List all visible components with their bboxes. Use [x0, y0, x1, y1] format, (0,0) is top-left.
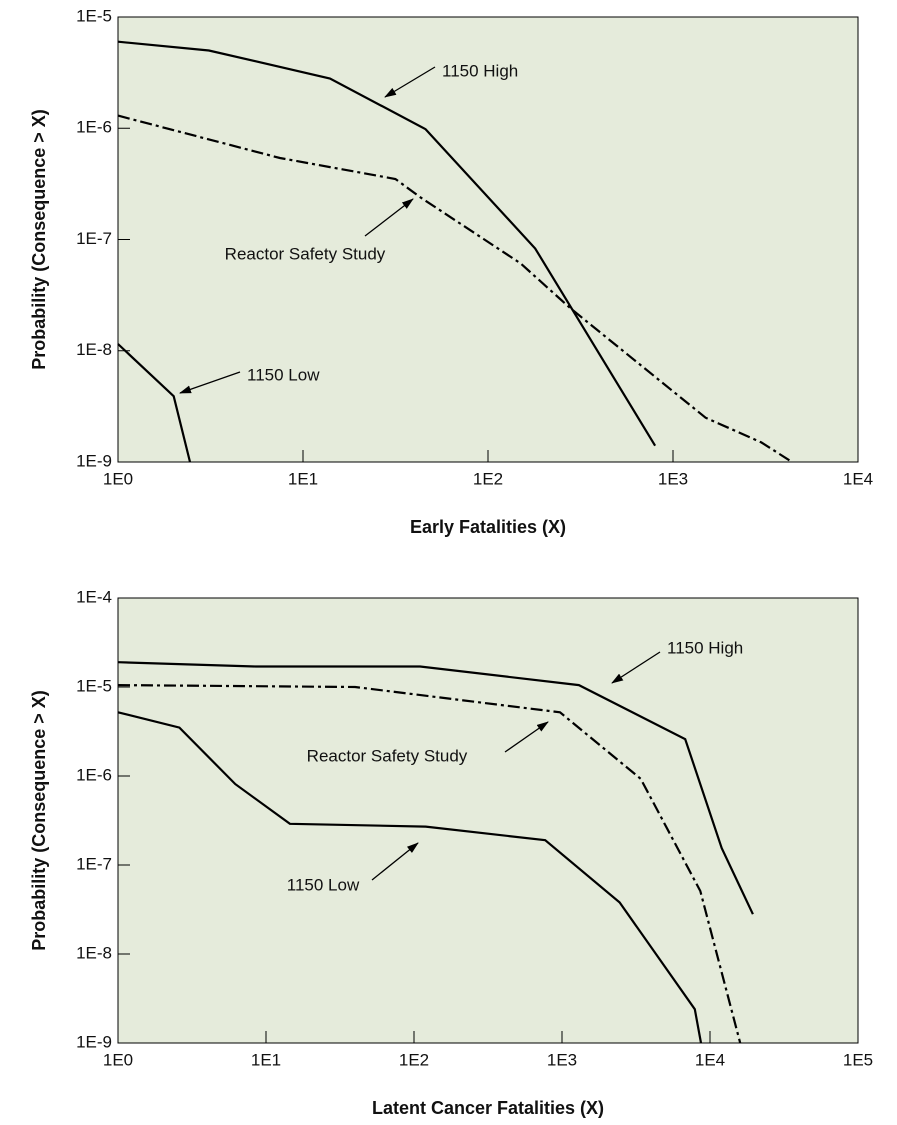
x-tick-label: 1E4: [695, 1050, 725, 1069]
y-tick-label: 1E-8: [76, 943, 112, 962]
y-tick-label: 1E-6: [76, 765, 112, 784]
x-tick-label: 1E2: [399, 1050, 429, 1069]
y-tick-label: 1E-7: [76, 854, 112, 873]
x-axis-label: Early Fatalities (X): [410, 517, 566, 537]
annotation-arrow: [384, 66, 436, 98]
x-tick-label: 1E3: [658, 469, 688, 488]
series-label: Reactor Safety Study: [307, 746, 468, 765]
annotation-arrow: [179, 371, 241, 394]
series-label: 1150 Low: [287, 875, 360, 894]
y-tick-label: 1E-5: [76, 676, 112, 695]
series-label: 1150 High: [667, 638, 743, 657]
series-line: [117, 684, 742, 1044]
series-label: Reactor Safety Study: [225, 244, 386, 263]
series-line: [117, 40, 657, 447]
y-axis-label: Probability (Consequence > X): [29, 109, 49, 370]
x-tick-label: 1E0: [103, 1050, 133, 1069]
x-tick-label: 1E1: [288, 469, 318, 488]
x-tick-label: 1E4: [843, 469, 873, 488]
x-tick-label: 1E5: [843, 1050, 873, 1069]
annotation-arrow: [504, 721, 549, 753]
series-label: 1150 High: [442, 61, 518, 80]
x-tick-label: 1E3: [547, 1050, 577, 1069]
series-line: [117, 114, 793, 463]
x-tick-label: 1E2: [473, 469, 503, 488]
y-tick-label: 1E-8: [76, 340, 112, 359]
y-tick-label: 1E-6: [76, 118, 112, 137]
y-axis-label: Probability (Consequence > X): [29, 690, 49, 951]
series-label: 1150 Low: [247, 365, 320, 384]
x-tick-label: 1E1: [251, 1050, 281, 1069]
annotation-arrow: [611, 651, 661, 684]
series-line: [117, 343, 192, 463]
annotation-arrow: [371, 842, 419, 881]
plot-area: [117, 16, 859, 463]
y-tick-label: 1E-4: [76, 587, 112, 606]
y-tick-label: 1E-7: [76, 229, 112, 248]
x-axis-label: Latent Cancer Fatalities (X): [372, 1098, 604, 1118]
y-tick-label: 1E-9: [76, 1032, 112, 1051]
y-tick-label: 1E-9: [76, 451, 112, 470]
y-tick-label: 1E-5: [76, 6, 112, 25]
series-line: [117, 661, 754, 915]
annotation-arrow: [364, 198, 414, 237]
plot-area: [117, 597, 859, 1044]
series-line: [117, 711, 703, 1044]
x-tick-label: 1E0: [103, 469, 133, 488]
